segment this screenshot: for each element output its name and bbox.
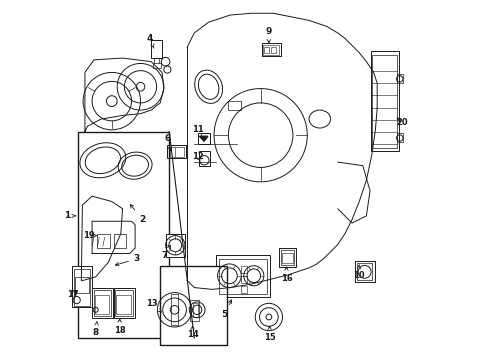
- Text: 15: 15: [263, 326, 275, 342]
- Bar: [263, 45, 279, 55]
- Text: 4: 4: [147, 34, 154, 48]
- Text: 12: 12: [192, 152, 203, 161]
- Text: 6: 6: [164, 134, 171, 150]
- Bar: [74, 269, 89, 306]
- Bar: [261, 42, 281, 56]
- Text: 3: 3: [115, 255, 140, 266]
- Bar: [113, 234, 126, 248]
- Text: 14: 14: [186, 326, 198, 339]
- Bar: [279, 248, 296, 267]
- Bar: [94, 295, 109, 315]
- Bar: [92, 288, 113, 318]
- Bar: [97, 234, 110, 248]
- Bar: [199, 151, 209, 166]
- Text: 20: 20: [396, 118, 407, 127]
- Bar: [116, 295, 131, 315]
- Bar: [282, 253, 292, 263]
- Bar: [215, 255, 269, 297]
- Bar: [165, 234, 185, 257]
- Text: 17: 17: [66, 289, 78, 298]
- Bar: [93, 291, 110, 316]
- Text: 2: 2: [130, 204, 145, 224]
- Bar: [151, 40, 162, 58]
- Bar: [72, 266, 92, 307]
- Bar: [75, 277, 89, 293]
- Text: 18: 18: [114, 319, 125, 335]
- Bar: [198, 134, 210, 144]
- Bar: [192, 303, 198, 317]
- Bar: [115, 291, 133, 316]
- Bar: [371, 55, 396, 148]
- Text: 13: 13: [146, 299, 161, 312]
- Bar: [354, 261, 374, 282]
- Bar: [171, 294, 178, 325]
- Text: 16: 16: [280, 267, 292, 283]
- Text: 7: 7: [162, 245, 170, 260]
- Bar: [241, 286, 247, 293]
- Text: 10: 10: [352, 265, 364, 279]
- Bar: [396, 74, 402, 83]
- Bar: [167, 145, 185, 158]
- Bar: [160, 266, 226, 345]
- Bar: [190, 300, 199, 320]
- Text: 5: 5: [221, 300, 231, 319]
- Bar: [241, 266, 247, 273]
- Bar: [152, 63, 161, 68]
- Bar: [113, 288, 135, 318]
- Text: 9: 9: [265, 27, 271, 43]
- Bar: [396, 134, 402, 142]
- Text: 11: 11: [192, 125, 203, 138]
- Bar: [78, 132, 169, 338]
- Text: 1: 1: [64, 211, 76, 220]
- Bar: [169, 147, 183, 157]
- Bar: [228, 101, 241, 110]
- Bar: [356, 263, 371, 280]
- Polygon shape: [199, 136, 207, 141]
- Bar: [241, 276, 247, 283]
- Bar: [218, 258, 266, 294]
- Text: 19: 19: [82, 231, 97, 240]
- Bar: [270, 47, 275, 53]
- Bar: [280, 250, 294, 265]
- Text: 8: 8: [92, 322, 99, 337]
- Bar: [370, 51, 399, 151]
- Bar: [264, 47, 268, 53]
